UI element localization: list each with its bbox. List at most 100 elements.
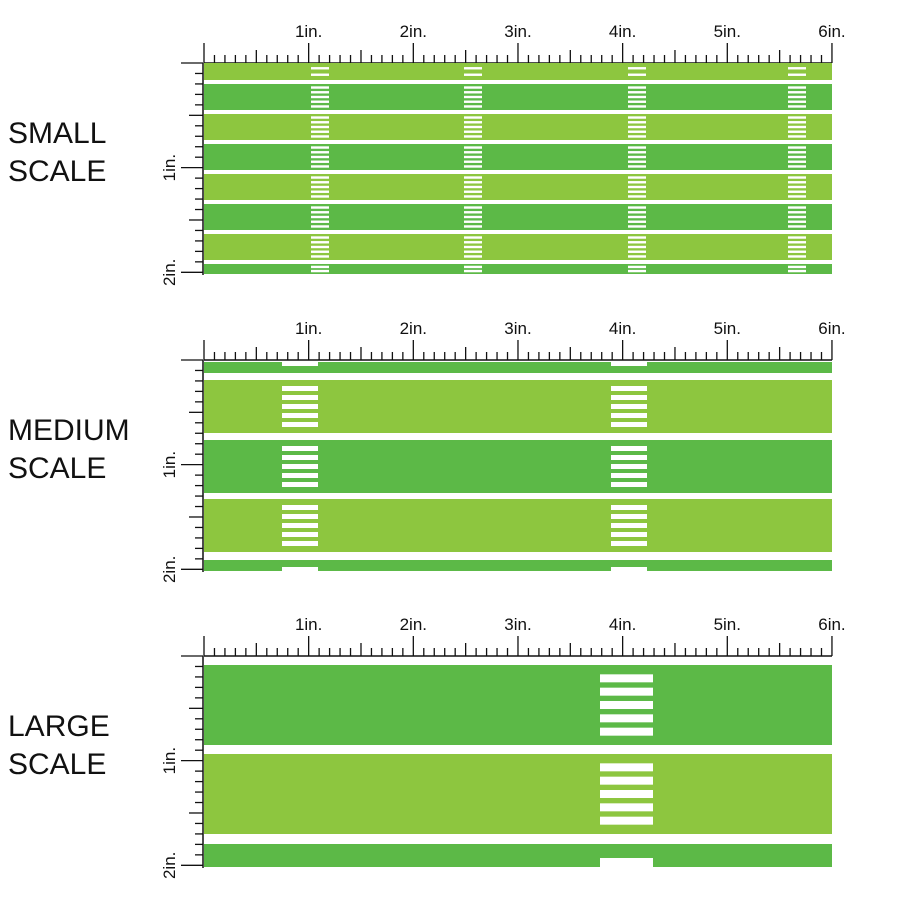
small-hash-mark <box>464 245 482 249</box>
small-scale-label-line1: SMALL <box>8 117 107 150</box>
small-stripe <box>204 234 832 260</box>
small-hash-mark <box>788 86 806 89</box>
medium-hash-mark <box>282 532 318 537</box>
small-hash-mark <box>788 67 806 70</box>
small-hash-mark <box>788 130 806 133</box>
small-hash-mark <box>464 181 482 184</box>
small-v-label: 1in. <box>160 154 179 181</box>
small-hash-mark <box>628 215 646 219</box>
small-hash-mark <box>311 151 329 154</box>
small-hash-mark <box>311 91 329 94</box>
small-hash-mark <box>628 105 646 108</box>
small-hash-mark <box>628 165 646 168</box>
small-hash-mark <box>464 86 482 89</box>
small-stripe <box>204 144 832 170</box>
small-hash-mark <box>628 116 646 119</box>
small-hash-mark <box>628 220 646 223</box>
small-hash-mark <box>628 125 646 129</box>
small-hash-mark <box>464 255 482 258</box>
small-hash-mark <box>464 211 482 214</box>
small-hash-mark <box>628 241 646 244</box>
small-stripe <box>204 204 832 230</box>
small-h-label: 3in. <box>504 22 531 41</box>
large-hash-mark <box>600 727 653 736</box>
small-hash-mark <box>628 160 646 163</box>
small-hash-mark <box>311 176 329 179</box>
small-hash-mark <box>311 220 329 223</box>
small-h-label: 4in. <box>609 22 636 41</box>
small-scale-swatch: 1in. 2in. 3in. 4in. 5in. 6in. 1in. 2in. <box>160 22 846 286</box>
small-hash-mark <box>628 206 646 209</box>
small-hash-mark <box>788 160 806 163</box>
small-hash-mark <box>464 67 482 70</box>
small-hash-mark <box>464 241 482 244</box>
medium-hash-mark <box>611 505 647 510</box>
small-hash-mark <box>311 116 329 119</box>
small-hash-mark <box>788 215 806 219</box>
section-small-scale: 1in. 2in. 3in. 4in. 5in. 6in. 1in. 2in. SMALL S… <box>0 0 900 300</box>
medium-hash-mark <box>282 505 318 510</box>
small-hash-mark <box>464 116 482 119</box>
medium-hash-mark <box>611 455 647 460</box>
small-scale-label-line2: SCALE <box>8 155 107 188</box>
small-hash-mark <box>311 67 329 70</box>
medium-hash-mark <box>611 523 647 528</box>
small-hash-mark <box>788 95 806 99</box>
small-hash-mark <box>464 265 482 269</box>
small-hash-mark <box>464 215 482 219</box>
medium-hash-mark <box>282 395 318 400</box>
large-h-label: 3in. <box>504 615 531 634</box>
large-hash-mark <box>600 803 653 812</box>
medium-scale-label-line1: MEDIUM <box>8 414 130 447</box>
small-hash-mark <box>628 185 646 189</box>
small-hash-mark <box>464 206 482 209</box>
small-hash-mark <box>788 146 806 149</box>
medium-hash-mark <box>611 473 647 478</box>
small-stripe <box>204 63 832 80</box>
large-scale-label-line2: SCALE <box>8 748 107 781</box>
small-hash-mark <box>628 130 646 133</box>
medium-hash-mark <box>611 404 647 409</box>
medium-hash-mark <box>282 386 318 391</box>
small-stripe <box>204 264 832 274</box>
small-hash-mark <box>311 160 329 163</box>
medium-hash-mark <box>282 446 318 451</box>
small-hash-mark <box>788 195 806 198</box>
medium-hash-mark <box>282 567 318 571</box>
small-stripe <box>204 84 832 110</box>
small-hash-mark <box>311 269 329 273</box>
large-hash-mark <box>600 714 653 723</box>
small-h-label: 6in. <box>818 22 845 41</box>
medium-hash-mark <box>611 386 647 391</box>
small-hash-mark <box>788 105 806 108</box>
small-h-label: 5in. <box>714 22 741 41</box>
medium-h-label: 3in. <box>504 319 531 338</box>
small-hash-mark <box>464 236 482 239</box>
medium-h-label: 5in. <box>714 319 741 338</box>
small-hash-mark <box>311 245 329 249</box>
small-hash-mark <box>311 250 329 253</box>
large-hash-mark <box>600 790 653 798</box>
small-hash-mark <box>788 176 806 179</box>
small-hash-mark <box>464 160 482 163</box>
small-hash-mark <box>788 73 806 76</box>
medium-hash-mark <box>611 395 647 400</box>
small-hash-mark <box>628 225 646 228</box>
small-hash-mark <box>788 121 806 124</box>
large-hash-mark <box>600 701 653 709</box>
small-hash-mark <box>788 265 806 269</box>
small-hash-mark <box>464 185 482 189</box>
large-v-label: 1in. <box>160 747 179 774</box>
small-hash-mark <box>628 255 646 258</box>
small-hash-mark <box>628 73 646 76</box>
small-hash-mark <box>628 135 646 138</box>
small-hash-mark <box>788 155 806 159</box>
small-hash-mark <box>788 100 806 103</box>
small-hash-mark <box>464 100 482 103</box>
medium-hash-mark <box>282 473 318 478</box>
large-hash-mark <box>600 763 653 772</box>
small-hash-mark <box>788 255 806 258</box>
medium-h-label: 4in. <box>609 319 636 338</box>
small-hash-mark <box>628 146 646 149</box>
large-hash-mark <box>600 674 653 683</box>
